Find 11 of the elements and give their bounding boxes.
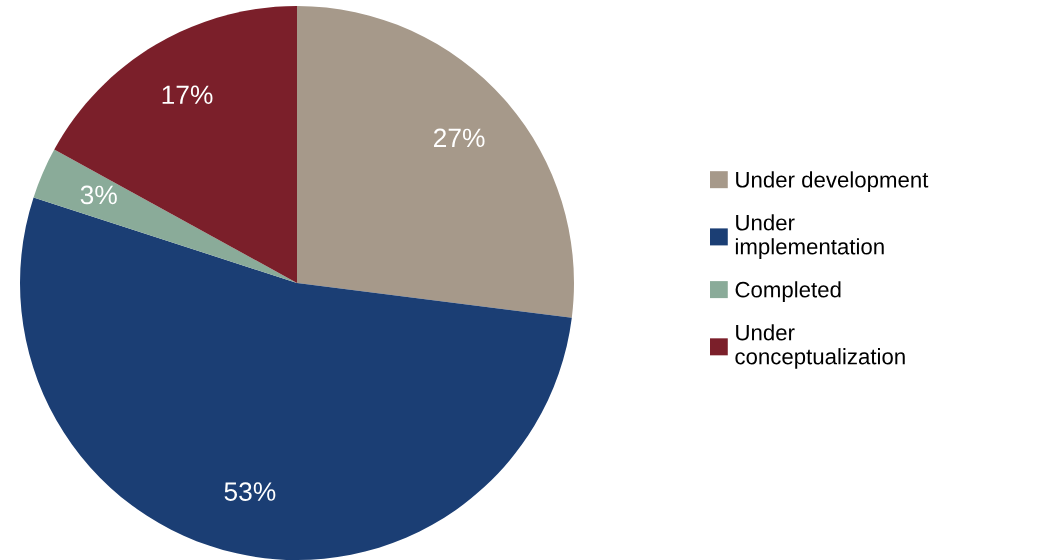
pie-slice — [54, 6, 297, 283]
legend-label: Under conceptualization — [735, 324, 905, 369]
legend-label: Under development — [736, 171, 929, 193]
data-label: 27% — [433, 128, 485, 148]
data-label: 3% — [80, 185, 117, 205]
legend-label: Completed — [735, 281, 841, 302]
pie-slice — [297, 6, 574, 318]
legend-label: Under implementation — [735, 214, 884, 259]
data-label: 53% — [224, 482, 276, 501]
data-label: 17% — [162, 85, 213, 105]
pie-slice — [33, 149, 297, 283]
